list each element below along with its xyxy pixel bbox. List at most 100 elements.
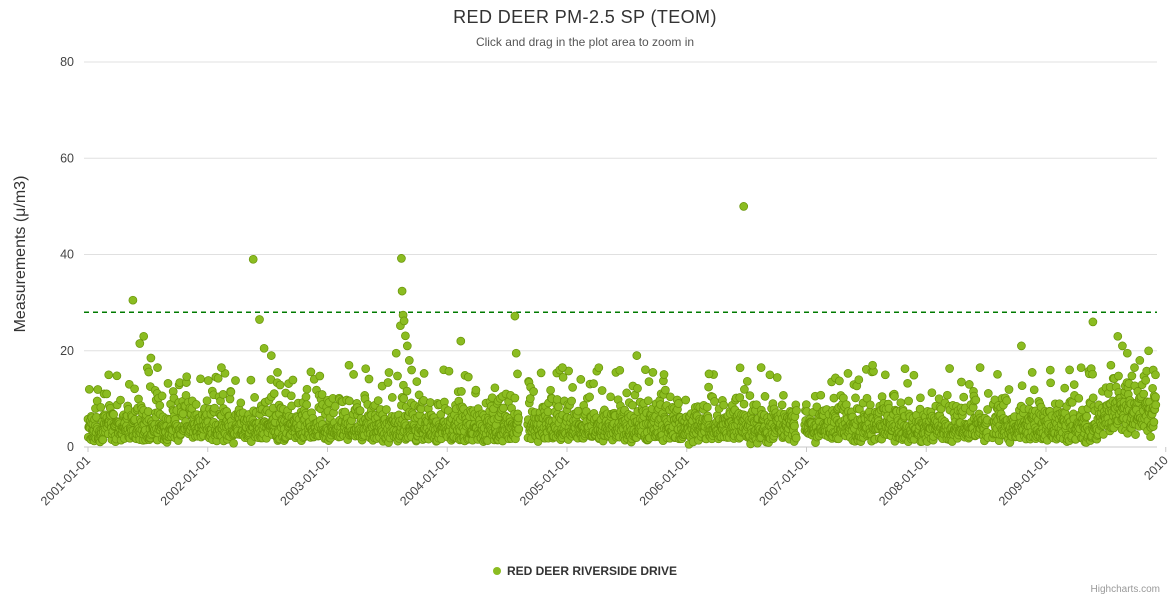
- data-point[interactable]: [554, 402, 563, 412]
- data-point[interactable]: [317, 390, 327, 399]
- data-point[interactable]: [868, 360, 877, 370]
- data-point[interactable]: [96, 402, 106, 412]
- data-point[interactable]: [890, 392, 899, 401]
- data-point[interactable]: [226, 387, 236, 397]
- data-point[interactable]: [231, 376, 240, 385]
- data-point[interactable]: [203, 376, 213, 385]
- data-point[interactable]: [622, 388, 632, 398]
- data-point[interactable]: [835, 376, 844, 386]
- data-point[interactable]: [1002, 396, 1012, 405]
- data-point[interactable]: [402, 386, 412, 396]
- data-point[interactable]: [1131, 430, 1140, 439]
- data-point[interactable]: [945, 364, 954, 373]
- data-point[interactable]: [1148, 383, 1157, 393]
- data-point[interactable]: [916, 393, 925, 403]
- data-point[interactable]: [191, 400, 201, 409]
- data-point[interactable]: [1004, 385, 1014, 394]
- data-point[interactable]: [719, 400, 729, 410]
- data-point[interactable]: [568, 383, 577, 392]
- data-point[interactable]: [674, 399, 683, 408]
- data-point[interactable]: [1151, 370, 1160, 380]
- data-point[interactable]: [361, 364, 371, 374]
- data-point[interactable]: [444, 366, 454, 376]
- data-point[interactable]: [255, 315, 264, 324]
- data-point[interactable]: [153, 363, 162, 372]
- data-point[interactable]: [391, 348, 401, 358]
- data-point[interactable]: [1082, 412, 1092, 421]
- data-point[interactable]: [302, 400, 312, 410]
- data-point[interactable]: [1025, 396, 1034, 406]
- data-point[interactable]: [130, 384, 139, 394]
- data-point[interactable]: [397, 286, 407, 296]
- data-point[interactable]: [373, 396, 383, 405]
- data-point[interactable]: [529, 387, 538, 396]
- data-point[interactable]: [909, 370, 919, 380]
- data-point[interactable]: [401, 331, 410, 341]
- data-point[interactable]: [739, 399, 749, 409]
- data-point[interactable]: [349, 370, 358, 379]
- data-point[interactable]: [659, 370, 669, 379]
- data-point[interactable]: [816, 390, 826, 400]
- data-point[interactable]: [1017, 381, 1027, 391]
- data-point[interactable]: [513, 369, 522, 379]
- data-point[interactable]: [104, 370, 114, 380]
- data-point[interactable]: [155, 401, 165, 410]
- data-point[interactable]: [315, 371, 325, 381]
- data-point[interactable]: [1065, 365, 1074, 375]
- data-point[interactable]: [419, 369, 429, 378]
- legend-item[interactable]: RED DEER RIVERSIDE DRIVE: [0, 564, 1170, 578]
- data-point[interactable]: [983, 389, 993, 398]
- data-point[interactable]: [355, 406, 365, 415]
- data-point[interactable]: [643, 396, 653, 406]
- data-point[interactable]: [402, 341, 412, 351]
- data-point[interactable]: [384, 368, 394, 377]
- data-point[interactable]: [964, 380, 974, 389]
- data-point[interactable]: [128, 295, 138, 305]
- data-point[interactable]: [681, 395, 691, 405]
- data-point[interactable]: [615, 365, 625, 375]
- highcharts-credits-link[interactable]: Highcharts.com: [1090, 584, 1160, 595]
- data-point[interactable]: [843, 369, 853, 378]
- data-point[interactable]: [456, 336, 466, 346]
- data-point[interactable]: [975, 363, 985, 372]
- data-point[interactable]: [993, 369, 1002, 379]
- data-point[interactable]: [704, 382, 713, 392]
- data-point[interactable]: [927, 388, 937, 398]
- data-point[interactable]: [765, 370, 775, 380]
- data-point[interactable]: [1088, 393, 1098, 403]
- data-point[interactable]: [112, 371, 122, 381]
- data-point[interactable]: [269, 389, 279, 398]
- data-point[interactable]: [1069, 380, 1079, 389]
- data-point[interactable]: [597, 386, 607, 395]
- data-point[interactable]: [1118, 341, 1127, 351]
- data-point[interactable]: [536, 368, 546, 378]
- data-point[interactable]: [791, 433, 801, 443]
- data-point[interactable]: [702, 402, 712, 412]
- data-point[interactable]: [399, 394, 409, 403]
- data-point[interactable]: [213, 373, 223, 383]
- data-point[interactable]: [865, 400, 875, 410]
- data-point[interactable]: [742, 376, 752, 386]
- data-point[interactable]: [710, 397, 719, 406]
- data-point[interactable]: [471, 385, 481, 395]
- data-point[interactable]: [589, 379, 598, 388]
- data-point[interactable]: [1060, 383, 1070, 393]
- data-point[interactable]: [1127, 371, 1137, 381]
- data-point[interactable]: [275, 380, 285, 390]
- data-point[interactable]: [163, 379, 173, 388]
- data-point[interactable]: [259, 343, 269, 353]
- data-point[interactable]: [1146, 432, 1155, 442]
- data-point[interactable]: [1135, 356, 1145, 365]
- data-point[interactable]: [1149, 417, 1159, 427]
- data-point[interactable]: [1055, 399, 1064, 409]
- data-point[interactable]: [1114, 371, 1123, 381]
- data-point[interactable]: [576, 375, 586, 384]
- data-point[interactable]: [772, 373, 782, 382]
- data-point[interactable]: [959, 392, 969, 402]
- data-point[interactable]: [854, 375, 864, 385]
- data-point[interactable]: [248, 254, 258, 264]
- data-point[interactable]: [756, 363, 766, 372]
- data-point[interactable]: [585, 392, 594, 402]
- data-point[interactable]: [552, 395, 562, 404]
